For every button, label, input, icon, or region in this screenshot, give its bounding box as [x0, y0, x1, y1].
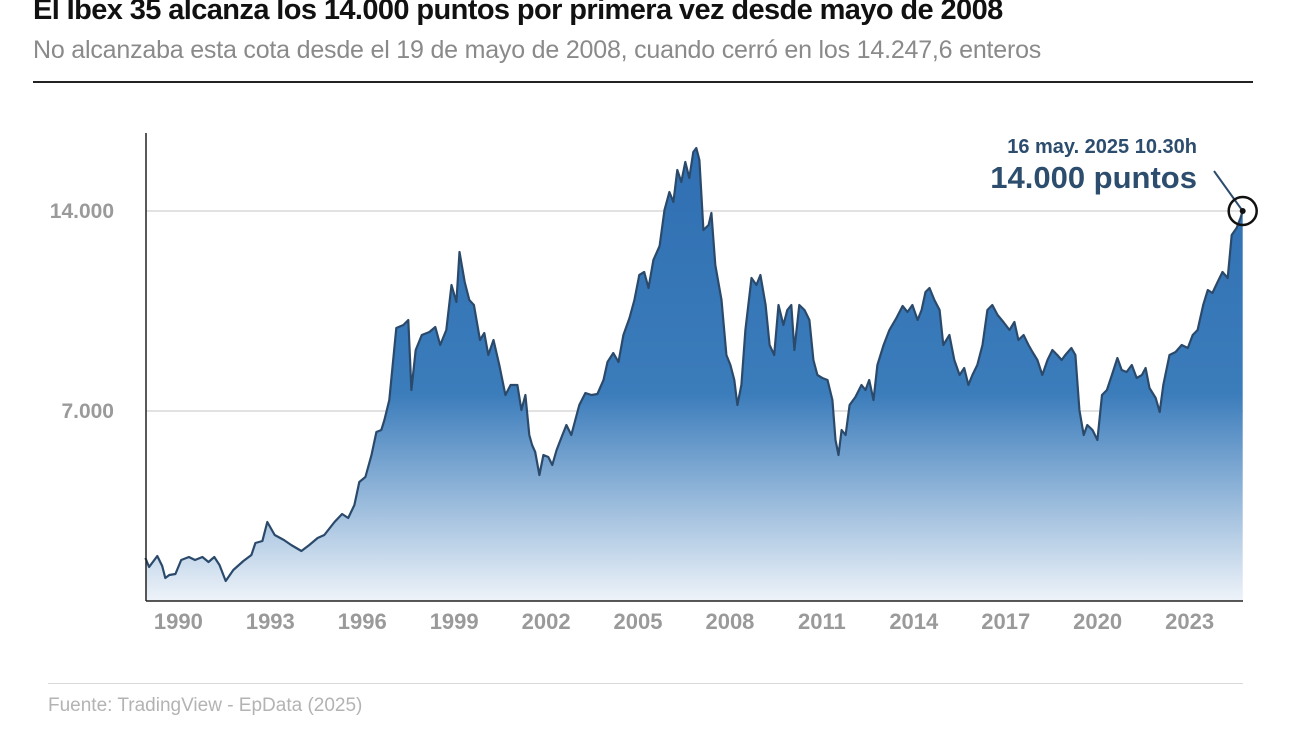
x-tick-label: 2014: [889, 609, 939, 634]
x-tick-label: 2002: [522, 609, 571, 634]
y-tick-labels: 7.000 14.000: [50, 200, 114, 423]
x-tick-label: 2008: [705, 609, 754, 634]
series-line: [144, 146, 1244, 583]
y-tick-label: 7.000: [61, 400, 114, 423]
annotation: 16 may. 2025 10.30h 14.000 puntos: [990, 136, 1258, 227]
header-divider: [33, 81, 1253, 83]
chart-title: El Ibex 35 alcanza los 14.000 puntos por…: [33, 0, 1003, 26]
annotation-ring-marker: [1227, 195, 1258, 227]
x-tick-label: 1999: [430, 609, 479, 634]
x-tick-label: 1996: [338, 609, 387, 634]
footer-divider: [48, 683, 1243, 684]
annotation-date: 16 may. 2025 10.30h: [1007, 136, 1197, 158]
annotation-value: 14.000 puntos: [990, 160, 1197, 195]
x-tick-label: 2017: [981, 609, 1030, 634]
annotation-point: [1239, 208, 1246, 214]
chart-subtitle: No alcanzaba esta cota desde el 19 de ma…: [33, 36, 1042, 64]
x-tick-labels: 1990 1993 1996 1999 2002 2005 2008 2011 2014 2017…: [154, 609, 1214, 634]
x-tick-label: 2023: [1165, 609, 1214, 634]
x-tick-label: 2005: [614, 609, 663, 634]
annotation-leader-line: [1213, 170, 1244, 212]
x-tick-label: 1990: [154, 609, 203, 634]
area-fill: [145, 148, 1243, 601]
ibex-area-chart: 7.000 14.000 1990 1993 1996 1999 2002 2005 2008…: [50, 133, 1258, 634]
y-tick-label: 14.000: [50, 200, 114, 223]
x-tick-label: 2011: [798, 609, 846, 634]
source-note: Fuente: TradingView - EpData (2025): [48, 695, 363, 716]
x-tick-label: 1993: [246, 609, 295, 634]
x-tick-label: 2020: [1073, 609, 1122, 634]
